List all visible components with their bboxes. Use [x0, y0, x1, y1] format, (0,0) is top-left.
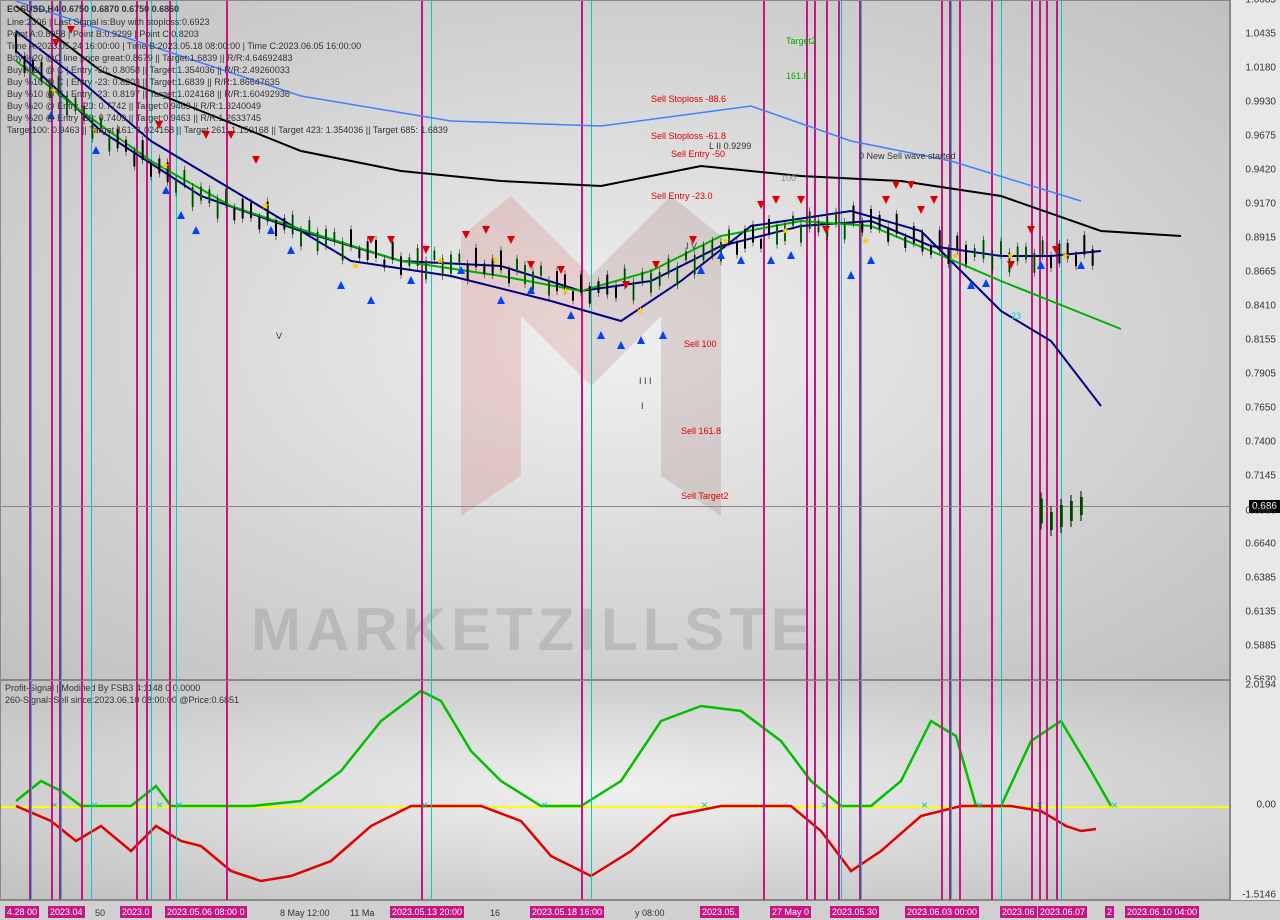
svg-text:×: × — [1111, 798, 1118, 812]
svg-text:×: × — [176, 798, 183, 812]
indicator-panel[interactable]: Profit-Signal | Modified By FSB3 4:1148 … — [0, 680, 1230, 900]
indicator-y-axis: 2.01940.00-1.5146 — [1230, 680, 1280, 900]
svg-text:×: × — [976, 798, 983, 812]
price-y-axis: 0.686 1.06851.04351.01800.99300.96750.94… — [1230, 0, 1280, 680]
chart-symbol: EOSUSD,H4 0.6750 0.6870 0.6750 0.6860 — [7, 4, 179, 14]
time-x-axis: 4.28 002023.04502023.02023.05.06 08:00 0… — [0, 900, 1280, 920]
svg-text:×: × — [91, 798, 98, 812]
main-price-chart[interactable]: MARKETZILLSTE ★★★★★★★★★★★★★★★ EOSUSD,H4 … — [0, 0, 1230, 680]
svg-text:×: × — [701, 798, 708, 812]
svg-text:×: × — [921, 798, 928, 812]
svg-text:×: × — [541, 798, 548, 812]
svg-text:×: × — [156, 798, 163, 812]
